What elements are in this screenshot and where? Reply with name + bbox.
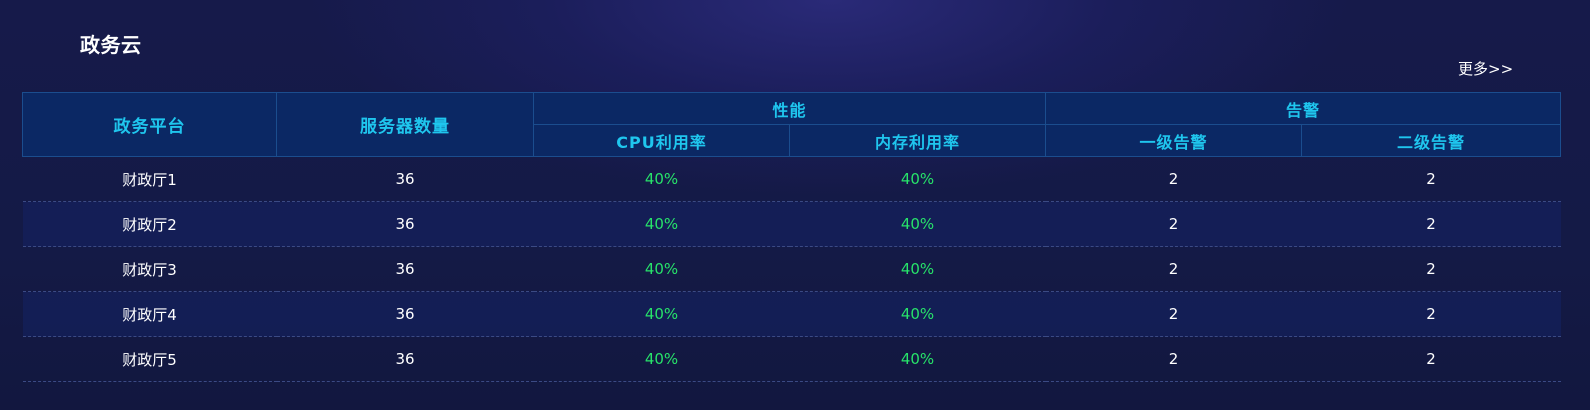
table-row[interactable]: 财政厅3 36 40% 40% 2 2 [22,246,1561,292]
gov-cloud-table: 政务平台 服务器数量 性能 告警 CPU利用率 内存利用率 一级告警 二级告警 … [22,92,1562,382]
cell-platform: 财政厅2 [22,201,277,247]
cell-memory: 40% [789,336,1046,382]
table-row[interactable]: 财政厅1 36 40% 40% 2 2 [22,156,1561,202]
panel-title: 政务云 [80,33,142,57]
cell-memory: 40% [789,156,1046,202]
header-alarm: 告警 [1045,92,1562,125]
cell-servers: 36 [276,201,534,247]
table-row[interactable]: 财政厅2 36 40% 40% 2 2 [22,201,1561,247]
table-row[interactable]: 财政厅4 36 40% 40% 2 2 [22,291,1561,337]
cell-servers: 36 [276,156,534,202]
cell-alarm-level2: 2 [1301,336,1561,382]
cell-cpu: 40% [533,336,790,382]
cell-alarm-level1: 2 [1045,336,1302,382]
cell-servers: 36 [276,336,534,382]
header-server-count: 服务器数量 [276,92,534,157]
table-header: 政务平台 服务器数量 性能 告警 CPU利用率 内存利用率 一级告警 二级告警 [22,92,1562,157]
cell-alarm-level1: 2 [1045,246,1302,292]
cell-cpu: 40% [533,246,790,292]
cell-alarm-level1: 2 [1045,156,1302,202]
cell-alarm-level2: 2 [1301,156,1561,202]
cell-cpu: 40% [533,201,790,247]
cell-platform: 财政厅4 [22,291,277,337]
cell-alarm-level2: 2 [1301,246,1561,292]
cell-memory: 40% [789,201,1046,247]
cell-memory: 40% [789,291,1046,337]
cell-memory: 40% [789,246,1046,292]
header-platform: 政务平台 [22,92,277,157]
header-alarm-level2: 二级告警 [1301,124,1562,157]
header-alarm-level1: 一级告警 [1045,124,1303,157]
cell-platform: 财政厅1 [22,156,277,202]
cell-alarm-level2: 2 [1301,201,1561,247]
cell-cpu: 40% [533,156,790,202]
table-row[interactable]: 财政厅5 36 40% 40% 2 2 [22,336,1561,382]
cell-alarm-level2: 2 [1301,291,1561,337]
cell-servers: 36 [276,246,534,292]
cell-cpu: 40% [533,291,790,337]
cell-alarm-level1: 2 [1045,201,1302,247]
table-body: 财政厅1 36 40% 40% 2 2 财政厅2 36 40% 40% 2 2 … [22,156,1561,382]
header-memory: 内存利用率 [788,124,1047,157]
header-cpu: CPU利用率 [533,124,790,157]
more-link[interactable]: 更多>> [1458,60,1514,78]
cell-servers: 36 [276,291,534,337]
header-performance: 性能 [532,92,1047,125]
cell-platform: 财政厅5 [22,336,277,382]
cell-platform: 财政厅3 [22,246,277,292]
cell-alarm-level1: 2 [1045,291,1302,337]
